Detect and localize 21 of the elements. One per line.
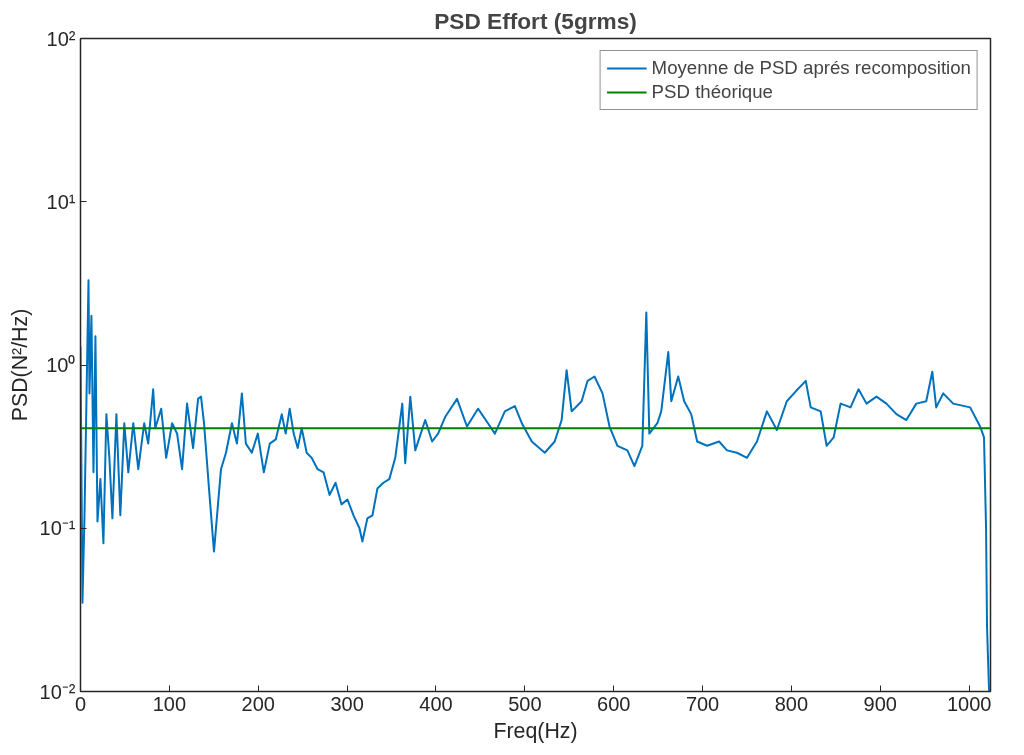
y-axis-title: PSD(N²/Hz) (7, 308, 32, 422)
x-axis-title: Freq(Hz) (493, 718, 578, 743)
x-tick-label: 800 (774, 692, 809, 715)
chart-title: PSD Effort (5grms) (434, 7, 637, 34)
y-tick-label: 10² (46, 27, 76, 50)
y-tick-label: 10⁻² (39, 680, 76, 703)
y-tick-label: 10¹ (46, 190, 76, 213)
x-tick-label: 200 (241, 692, 275, 715)
x-tick-label: 1000 (946, 692, 992, 715)
y-tick-label: 10⁰ (46, 354, 76, 376)
x-tick-label: 700 (685, 692, 720, 715)
x-tick-label: 500 (508, 692, 542, 715)
x-tick-label: 100 (152, 692, 187, 715)
x-tick-label: 300 (330, 692, 364, 715)
x-tick-label: 600 (597, 692, 631, 715)
x-tick-label: 400 (419, 692, 453, 715)
legend-label: PSD théorique (651, 81, 773, 103)
y-tick-label: 10⁻¹ (39, 517, 76, 540)
x-tick-label: 900 (863, 692, 897, 715)
legend-label: Moyenne de PSD aprés recomposition (651, 57, 971, 79)
x-tick-label: 0 (74, 692, 87, 715)
